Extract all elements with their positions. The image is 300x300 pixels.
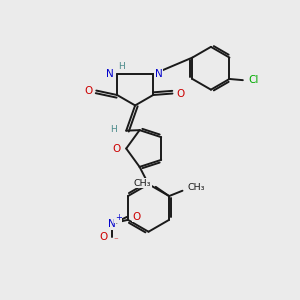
Text: N: N	[154, 69, 162, 79]
Text: O: O	[85, 85, 93, 96]
Text: ⁻: ⁻	[114, 237, 118, 246]
Text: Cl: Cl	[249, 76, 259, 85]
Text: H: H	[118, 62, 125, 71]
Text: O: O	[112, 143, 120, 154]
Text: N: N	[108, 219, 116, 229]
Text: +: +	[115, 213, 122, 222]
Text: N: N	[106, 69, 114, 79]
Text: O: O	[100, 232, 108, 242]
Text: H: H	[111, 125, 117, 134]
Text: O: O	[176, 88, 184, 98]
Text: O: O	[132, 212, 141, 222]
Text: CH₃: CH₃	[134, 179, 151, 188]
Text: CH₃: CH₃	[188, 183, 205, 192]
